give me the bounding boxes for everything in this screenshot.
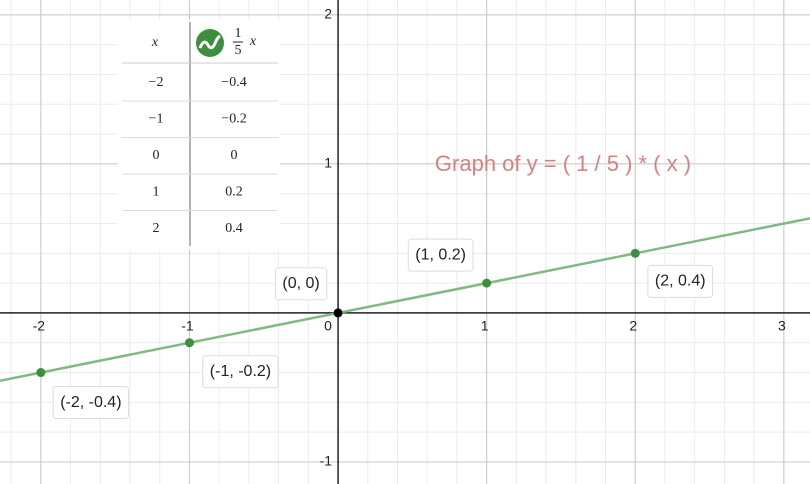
x-tick-label: -1 [181, 318, 194, 334]
x-tick-label: 1 [481, 318, 489, 334]
y-tick-label: 2 [324, 6, 332, 22]
table-cell: 2 [153, 221, 160, 236]
annotation: Graph of y = ( 1 / 5 ) * ( x ) [435, 151, 691, 176]
table-header-numerator: 1 [235, 26, 242, 41]
series-icon-glyph [198, 34, 221, 50]
point-label-box [202, 355, 279, 389]
table-cell: −0.2 [221, 112, 246, 127]
point-label: (-1, -0.2) [210, 363, 271, 380]
table-cell: −0.4 [221, 75, 246, 90]
point-label-box [647, 264, 714, 298]
point-label-box [407, 238, 474, 272]
data-point [630, 248, 640, 258]
x-tick-label: 0 [324, 318, 332, 334]
point-label: (1, 0.2) [415, 246, 466, 263]
table-header: x [151, 35, 159, 50]
data-point [482, 278, 492, 288]
y-tick-label: 1 [324, 155, 332, 171]
function-line [0, 217, 810, 382]
table-header-denominator: 5 [235, 43, 242, 58]
point-label: (2, 0.4) [655, 273, 706, 290]
point-label-box [52, 386, 130, 420]
x-tick-label: -2 [33, 318, 46, 334]
table-background [118, 20, 280, 250]
x-tick-label: 2 [629, 318, 637, 334]
point-label: (-2, -0.4) [60, 394, 121, 411]
table-cell: 1 [153, 185, 160, 200]
table-cell: −1 [149, 112, 164, 127]
table-header-var: x [249, 34, 257, 49]
data-point [333, 308, 343, 318]
table-cell: −2 [149, 75, 164, 90]
series-icon [196, 29, 224, 57]
point-label-box [274, 267, 328, 301]
table-cell: 0 [231, 148, 238, 163]
data-point [36, 368, 46, 378]
table-cell: 0 [153, 148, 160, 163]
data-point [184, 338, 194, 348]
y-tick-label: -1 [320, 453, 333, 469]
table-cell: 0.2 [225, 185, 243, 200]
plot: -2 -1 0 1 2 3 -1 1 2 Graph of y = ( 1 / 5 ) * ( x… [0, 6, 810, 469]
table-cell: 0.4 [225, 221, 243, 236]
x-tick-label: 3 [778, 318, 786, 334]
point-label: (0, 0) [282, 275, 319, 292]
table: x 1 5 x −2 −0.4 −1 −0.2 0 0 1 0.2 2 0.4 [118, 20, 280, 250]
